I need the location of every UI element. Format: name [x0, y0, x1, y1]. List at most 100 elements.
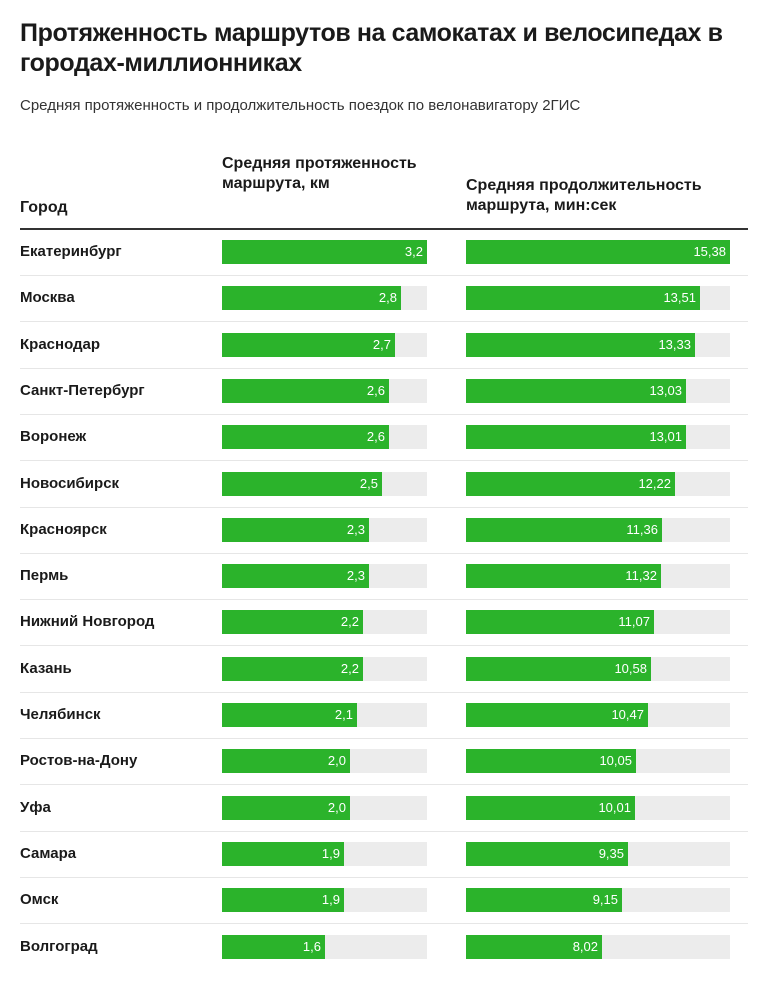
header-divider — [20, 228, 748, 230]
chart-subtitle: Средняя протяженность и продолжительност… — [20, 97, 581, 114]
city-label: Нижний Новгород — [20, 613, 155, 631]
row-divider — [20, 507, 748, 508]
city-label: Омск — [20, 891, 59, 909]
length-value-label: 2,6 — [366, 429, 385, 445]
length-bar — [222, 425, 389, 450]
city-label: Воронеж — [20, 428, 87, 446]
city-label: Казань — [20, 659, 72, 677]
duration-bar — [466, 656, 651, 681]
duration-value-label: 11,36 — [626, 521, 658, 537]
duration-bar — [466, 240, 730, 264]
city-label: Челябинск — [20, 706, 101, 723]
row-divider — [20, 692, 748, 693]
length-bar — [222, 240, 427, 264]
city-label: Самара — [20, 844, 77, 862]
length-bar — [222, 378, 389, 403]
length-value-label: 2,0 — [327, 753, 346, 769]
length-bar — [222, 471, 382, 496]
length-bar — [222, 564, 369, 589]
row-divider — [20, 738, 748, 739]
duration-bar — [466, 703, 648, 727]
duration-bar — [466, 564, 661, 589]
length-value-label: 2,5 — [359, 475, 378, 491]
length-value-label: 2,2 — [340, 614, 359, 630]
length-bar — [222, 841, 344, 866]
duration-value-label: 10,58 — [614, 660, 647, 676]
duration-value-label: 9,35 — [598, 845, 624, 861]
city-label: Пермь — [20, 567, 69, 585]
duration-bar — [466, 841, 628, 866]
row-divider — [20, 275, 748, 276]
row-divider — [20, 645, 748, 646]
duration-bar — [466, 517, 662, 542]
length-bar — [222, 749, 350, 774]
city-label: Красноярск — [20, 520, 107, 538]
city-label: Волгоград — [20, 937, 98, 955]
length-value-label: 1,9 — [321, 892, 340, 908]
row-divider — [20, 553, 748, 554]
length-value-label: 2,7 — [372, 336, 391, 352]
city-label: Санкт-Петербург — [20, 381, 145, 399]
length-value-label: 2,1 — [334, 707, 353, 722]
length-value-label: 2,3 — [346, 568, 365, 584]
chart-title: Протяженность маршрутов на самокатах и в… — [20, 19, 723, 77]
duration-bar — [466, 378, 686, 403]
city-label: Екатеринбург — [20, 243, 122, 260]
length-value-label: 2,3 — [346, 521, 365, 537]
column-header-duration: Средняя продолжительность маршрута, мин:… — [466, 177, 702, 214]
duration-value-label: 11,32 — [625, 568, 657, 584]
duration-bar — [466, 610, 654, 635]
length-value-label: 2,6 — [366, 382, 385, 398]
duration-bar — [466, 332, 695, 357]
duration-value-label: 11,07 — [618, 614, 650, 630]
length-value-label: 2,2 — [340, 660, 359, 676]
row-divider — [20, 784, 748, 785]
row-divider — [20, 831, 748, 832]
duration-value-label: 10,05 — [599, 753, 632, 769]
duration-bar — [466, 286, 700, 311]
length-bar — [222, 286, 401, 311]
duration-bar — [466, 749, 636, 774]
duration-value-label: 10,47 — [611, 707, 644, 722]
duration-bar — [466, 934, 602, 959]
duration-value-label: 8,02 — [572, 938, 598, 954]
length-value-label: 1,6 — [302, 938, 321, 954]
city-label: Новосибирск — [20, 474, 120, 492]
row-divider — [20, 877, 748, 878]
duration-value-label: 12,22 — [638, 475, 671, 491]
city-label: Ростов-на-Дону — [20, 752, 138, 770]
row-divider — [20, 460, 748, 461]
length-bar — [222, 610, 363, 635]
length-bar — [222, 703, 357, 727]
duration-bar — [466, 425, 686, 450]
row-divider — [20, 368, 748, 369]
length-value-label: 3,2 — [404, 244, 423, 259]
duration-value-label: 10,01 — [598, 799, 631, 815]
duration-value-label: 13,33 — [658, 336, 691, 352]
length-value-label: 2,0 — [327, 799, 346, 815]
city-label: Уфа — [20, 798, 51, 816]
duration-value-label: 13,01 — [649, 429, 682, 445]
length-value-label: 1,9 — [321, 845, 340, 861]
length-bar — [222, 888, 344, 913]
city-label: Москва — [20, 289, 75, 307]
column-header-city: Город — [20, 199, 68, 216]
duration-bar — [466, 795, 635, 820]
duration-value-label: 13,03 — [649, 382, 682, 398]
length-bar — [222, 934, 325, 959]
duration-value-label: 15,38 — [693, 244, 726, 259]
duration-value-label: 9,15 — [592, 892, 618, 908]
row-divider — [20, 923, 748, 924]
row-divider — [20, 321, 748, 322]
length-bar — [222, 795, 350, 820]
length-bar — [222, 517, 369, 542]
length-value-label: 2,8 — [378, 290, 397, 306]
row-divider — [20, 599, 748, 600]
duration-bar — [466, 888, 622, 913]
duration-bar — [466, 471, 675, 496]
duration-value-label: 13,51 — [663, 290, 696, 306]
city-label: Краснодар — [20, 335, 101, 353]
row-divider — [20, 414, 748, 415]
column-header-length: Средняя протяженность маршрута, км — [222, 155, 417, 192]
